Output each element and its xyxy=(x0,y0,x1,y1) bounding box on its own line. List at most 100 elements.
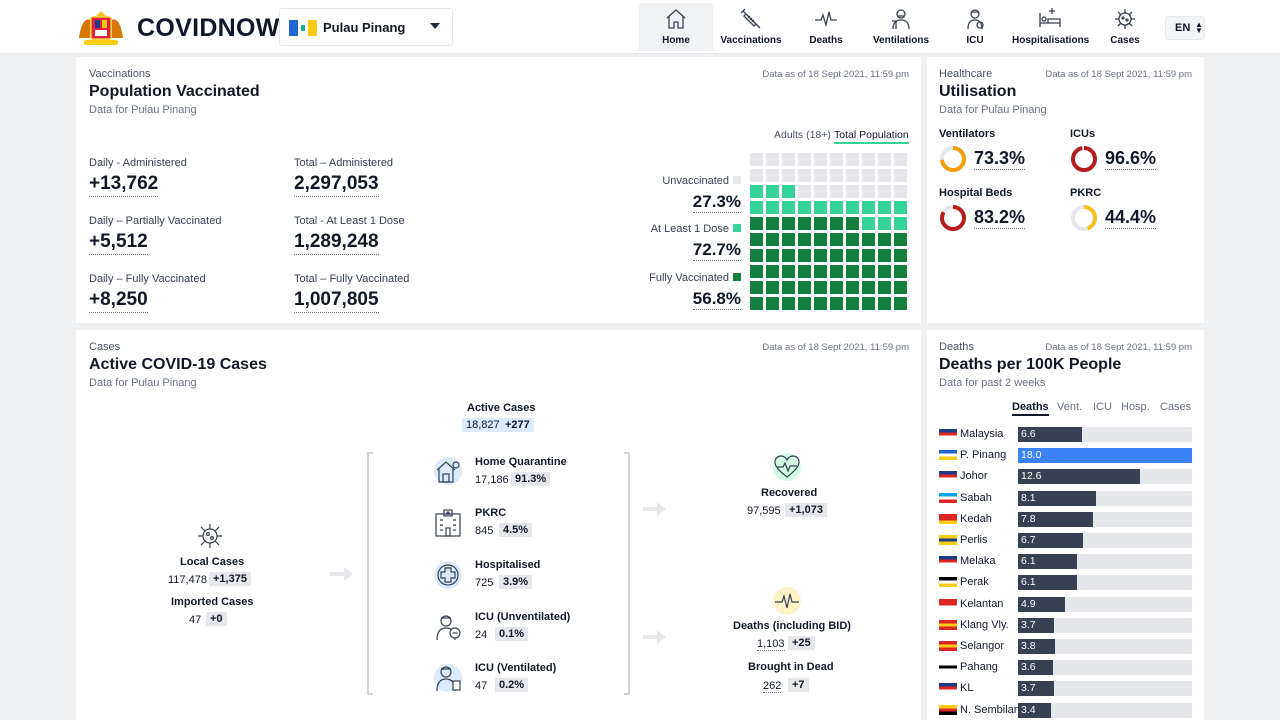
bucket-value[interactable]: 725 xyxy=(475,577,494,589)
waffle-cell xyxy=(798,153,811,166)
nav-deaths[interactable]: Deaths xyxy=(796,3,856,51)
waffle-cell xyxy=(798,281,811,294)
bucket-pct[interactable]: 4.5% xyxy=(499,523,533,537)
bid-value[interactable]: 262 xyxy=(763,680,782,693)
virus-icon xyxy=(1115,9,1135,29)
deaths-title: Deaths per 100K People xyxy=(939,356,1122,373)
waffle-cell xyxy=(766,233,779,246)
waffle-cell xyxy=(782,201,795,214)
bar: 4.9 xyxy=(1018,596,1066,612)
bucket-pct[interactable]: 0.2% xyxy=(495,678,529,692)
deaths-value[interactable]: 1,103 xyxy=(757,638,785,651)
nav-home[interactable]: Home xyxy=(639,3,713,51)
bar-track[interactable]: 3.8 xyxy=(1018,639,1192,654)
bar-track[interactable]: 6.7 xyxy=(1018,533,1192,548)
bar-track[interactable]: 6.6 xyxy=(1018,427,1192,442)
bar-value: 12.6 xyxy=(1021,470,1042,483)
tab-cases[interactable]: Cases xyxy=(1160,401,1192,413)
brand-title[interactable]: COVIDNOW xyxy=(137,14,280,42)
bucket-value[interactable]: 17,186 xyxy=(475,474,509,486)
bucket-value[interactable]: 47 xyxy=(475,680,488,692)
stat-value[interactable]: +8,250 xyxy=(89,289,148,313)
active-cases-value[interactable]: 18,827 xyxy=(462,418,504,432)
recovered-value[interactable]: 97,595 xyxy=(747,505,781,517)
deaths-delta[interactable]: +25 xyxy=(788,636,815,650)
bar-track[interactable]: 7.8 xyxy=(1018,511,1192,527)
nav-ventilations[interactable]: Ventilations xyxy=(868,3,934,51)
nav-icu[interactable]: ICU xyxy=(950,3,1000,51)
bar: 6.1 xyxy=(1018,554,1077,570)
nav-hospitalisations[interactable]: Hospitalisations xyxy=(1012,3,1090,51)
bucket-value[interactable]: 24 xyxy=(475,629,488,641)
waffle-cell xyxy=(750,153,763,166)
bucket-pct[interactable]: 0.1% xyxy=(495,627,529,641)
waffle-cell xyxy=(750,185,763,198)
bar-track[interactable]: 8.1 xyxy=(1018,490,1192,506)
waffle-pct-full[interactable]: 56.8% xyxy=(692,289,741,310)
vaccination-card xyxy=(76,57,921,323)
state-dropdown[interactable]: Pulau Pinang xyxy=(279,8,453,46)
nav-hospitalisations-label: Hospitalisations xyxy=(1012,35,1090,46)
tab-icu[interactable]: ICU xyxy=(1093,401,1112,413)
state-flag-icon xyxy=(939,598,957,609)
imported-cases-value[interactable]: 47 xyxy=(189,614,202,626)
imported-cases-delta[interactable]: +0 xyxy=(206,612,227,626)
bar: 8.1 xyxy=(1018,490,1097,506)
tab-deaths[interactable]: Deaths xyxy=(1012,401,1049,416)
bucket-pct[interactable]: 3.9% xyxy=(499,575,533,589)
toggle-total-population[interactable]: Total Population xyxy=(834,129,909,144)
tab-ventilators[interactable]: Vent. xyxy=(1057,401,1083,413)
stat-value[interactable]: +5,512 xyxy=(89,231,148,255)
waffle-cell xyxy=(878,153,891,166)
bar-track[interactable]: 3.4 xyxy=(1018,702,1192,718)
waffle-cell xyxy=(782,297,795,310)
bar-track[interactable]: 12.6 xyxy=(1018,469,1192,485)
hospital-beds-value[interactable]: 83.2% xyxy=(974,207,1026,229)
bid-delta[interactable]: +7 xyxy=(788,678,809,692)
waffle-pct-unvaccinated[interactable]: 27.3% xyxy=(692,192,741,213)
bucket-pct[interactable]: 91.3% xyxy=(511,472,551,486)
stat-value[interactable]: 2,297,053 xyxy=(294,173,379,197)
waffle-cell xyxy=(862,265,875,278)
pkrc-value[interactable]: 44.4% xyxy=(1105,207,1157,229)
bar-value: 3.7 xyxy=(1021,682,1036,695)
icus-label: ICUs xyxy=(1070,128,1096,140)
bar-track[interactable]: 4.9 xyxy=(1018,596,1192,612)
icus-value[interactable]: 96.6% xyxy=(1105,148,1157,170)
bar: 3.7 xyxy=(1018,617,1054,633)
bar-track[interactable]: 6.1 xyxy=(1018,575,1192,591)
ventilators-value[interactable]: 73.3% xyxy=(974,148,1026,170)
bar-track[interactable]: 3.7 xyxy=(1018,681,1192,697)
nav-cases[interactable]: Cases xyxy=(1100,3,1150,51)
state-flag-icon xyxy=(939,513,957,524)
language-select[interactable]: EN ▲ ▼ xyxy=(1165,16,1205,40)
local-cases-delta[interactable]: +1,375 xyxy=(209,572,251,586)
toggle-adults[interactable]: Adults (18+) xyxy=(774,129,831,141)
local-cases-value[interactable]: 117,478 xyxy=(168,574,207,586)
home-quarantine-icon xyxy=(434,457,462,485)
bar-track[interactable]: 6.1 xyxy=(1018,554,1192,570)
waffle-cell xyxy=(846,249,859,262)
bar-track[interactable]: 3.7 xyxy=(1018,617,1192,633)
malaysia-coat-of-arms-logo[interactable] xyxy=(76,8,126,48)
waffle-cell xyxy=(750,201,763,214)
bucket-label: PKRC xyxy=(475,507,507,519)
bucket-value[interactable]: 845 xyxy=(475,525,494,537)
recovered-delta[interactable]: +1,073 xyxy=(785,503,827,517)
nav-vaccinations[interactable]: Vaccinations xyxy=(718,3,784,51)
stat-value[interactable]: +13,762 xyxy=(89,173,159,197)
waffle-cell xyxy=(894,201,907,214)
waffle-pct-partial[interactable]: 72.7% xyxy=(692,240,741,261)
active-cases-delta[interactable]: +277 xyxy=(501,418,534,432)
bar-track[interactable]: 18.0 xyxy=(1018,448,1192,464)
waffle-cell xyxy=(750,265,763,278)
stat-value[interactable]: 1,289,248 xyxy=(294,231,379,255)
stat-value[interactable]: 1,007,805 xyxy=(294,289,379,313)
waffle-cell xyxy=(782,233,795,246)
bar-track[interactable]: 3.6 xyxy=(1018,660,1192,676)
waffle-cell xyxy=(766,249,779,262)
waffle-cell xyxy=(878,297,891,310)
tab-hospital[interactable]: Hosp. xyxy=(1121,401,1150,413)
waffle-cell xyxy=(862,201,875,214)
waffle-cell xyxy=(814,281,827,294)
